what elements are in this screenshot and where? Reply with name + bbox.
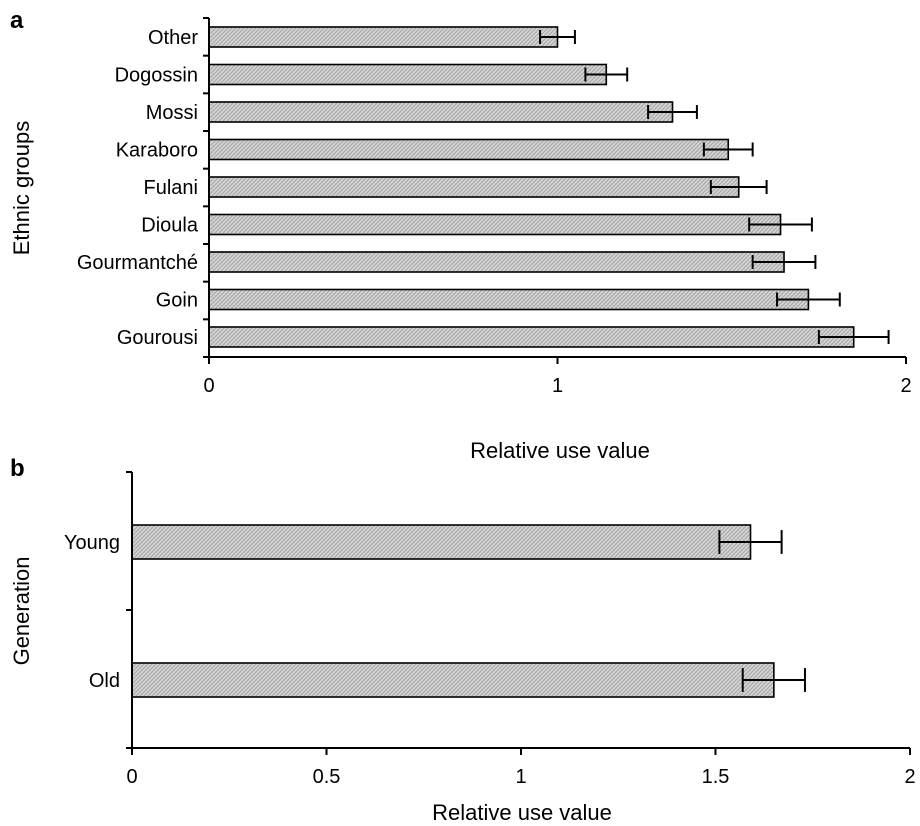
y-tick-label-young: Young — [64, 532, 120, 554]
y-tick-label-other: Other — [148, 27, 198, 49]
error-bar-fulani — [709, 180, 768, 194]
error-bar-goin — [776, 292, 841, 307]
error-bar-gourmantche — [751, 255, 817, 269]
y-tick-label-karaboro: Karaboro — [116, 140, 198, 162]
error-bar-old — [741, 668, 806, 692]
panel-a: a Other Dogossin Mossi Karaboro Fulani Dioula… — [9, 7, 912, 463]
bar-dogossin — [208, 63, 608, 86]
x-tick-label-1-5: 1.5 — [702, 766, 730, 788]
panel-b-x-ticks: 0 0.5 1 1.5 2 — [126, 748, 916, 788]
x-tick-label-0-5: 0.5 — [313, 766, 341, 788]
panel-a-x-axis-title: Relative use value — [470, 438, 650, 463]
bar-dioula — [208, 213, 782, 236]
panel-a-bars — [208, 26, 890, 348]
panel-b-bars — [131, 524, 806, 698]
panel-b-y-axis-title: Generation — [9, 557, 34, 666]
bar-young — [131, 524, 752, 560]
x-tick-label-1: 1 — [515, 766, 526, 788]
x-tick-label-0: 0 — [126, 766, 137, 788]
panel-b-x-axis-title: Relative use value — [432, 800, 612, 825]
error-bar-gourousi — [817, 330, 890, 344]
y-tick-label-dogossin: Dogossin — [115, 65, 198, 87]
bar-goin — [208, 288, 810, 311]
bar-fulani — [208, 176, 740, 198]
x-tick-label-2: 2 — [900, 375, 911, 397]
panel-a-y-axis-title: Ethnic groups — [9, 121, 34, 256]
bar-old — [131, 662, 775, 698]
bar-gourmantche — [208, 251, 785, 273]
panel-b-letter: b — [10, 455, 25, 482]
y-tick-label-fulani: Fulani — [144, 177, 198, 199]
error-bar-other — [539, 30, 576, 44]
x-tick-label-1: 1 — [552, 375, 563, 397]
panel-b-y-ticks: Young Old — [64, 471, 132, 749]
error-bar-karaboro — [702, 142, 754, 157]
bar-other — [208, 26, 559, 48]
x-tick-label-2: 2 — [904, 766, 915, 788]
error-bar-dioula — [748, 217, 813, 232]
bar-gourousi — [208, 326, 855, 348]
y-tick-label-mossi: Mossi — [146, 102, 198, 124]
x-tick-label-0: 0 — [203, 375, 214, 397]
panel-a-x-ticks: 0 1 2 — [203, 357, 912, 397]
y-tick-label-gourousi: Gourousi — [117, 327, 198, 349]
panel-a-letter: a — [10, 7, 24, 34]
bar-mossi — [208, 101, 674, 123]
error-bar-dogossin — [584, 67, 629, 82]
y-tick-label-gourmantche: Gourmantché — [77, 252, 198, 274]
y-tick-label-dioula: Dioula — [141, 215, 199, 237]
y-tick-label-goin: Goin — [156, 290, 198, 312]
bar-karaboro — [208, 138, 730, 161]
panel-a-y-ticks: Other Dogossin Mossi Karaboro Fulani Dioula Go… — [77, 17, 209, 358]
y-tick-label-old: Old — [89, 670, 120, 692]
error-bar-mossi — [647, 105, 698, 119]
error-bar-young — [718, 530, 783, 554]
